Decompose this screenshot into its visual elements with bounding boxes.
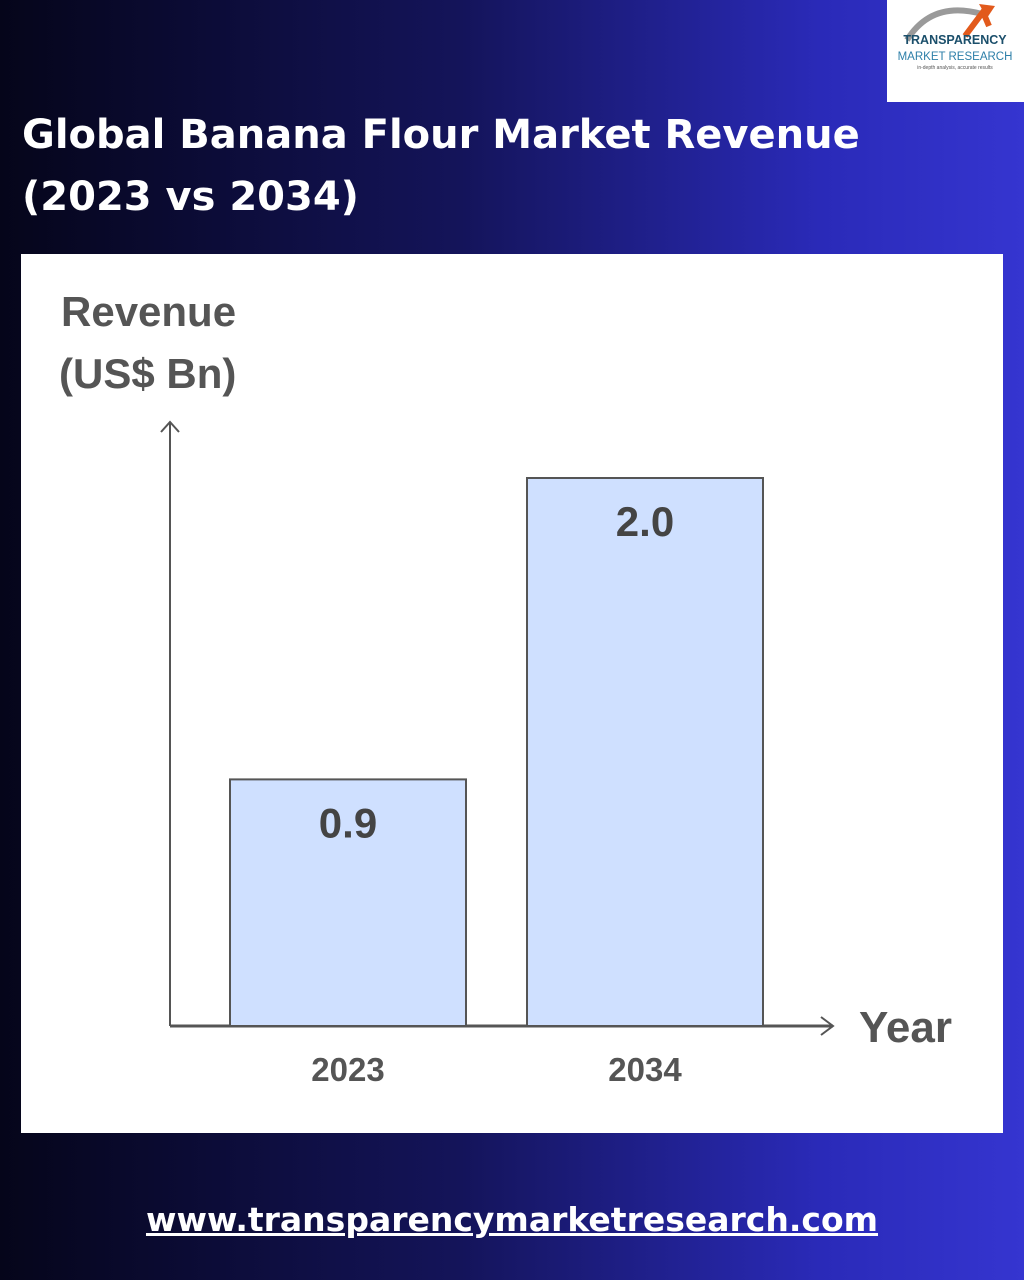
page-title: Global Banana Flour Market Revenue (2023…	[22, 104, 902, 228]
brand-sub: MARKET RESEARCH	[898, 51, 1013, 63]
logo-swoosh	[904, 7, 983, 42]
bar-2023	[229, 778, 467, 1028]
x-tick-label-2023: 2023	[311, 1051, 384, 1088]
title-line-1: Global Banana Flour Market Revenue	[22, 112, 860, 158]
website-link[interactable]: www.transparencymarketresearch.com	[145, 1200, 879, 1239]
x-axis-arrow-icon	[820, 1016, 835, 1036]
title-line-2: (2023 vs 2034)	[22, 174, 359, 220]
data-label-2023: 0.9	[319, 799, 377, 846]
brand-logo: TRANSPARENCY MARKET RESEARCH in-depth an…	[887, 0, 1024, 102]
logo-graphic: TRANSPARENCY MARKET RESEARCH in-depth an…	[898, 4, 1013, 71]
logo-arrow-head-icon	[979, 4, 995, 18]
logo-arrow-icon	[962, 6, 992, 38]
x-tick-label-2034: 2034	[608, 1051, 682, 1088]
y-axis-label-line-1: Revenue	[61, 288, 236, 335]
bars-layer: 0.9 2023 2.0 2034	[229, 477, 764, 1088]
brand-name: TRANSPARENCY	[903, 33, 1007, 47]
data-label-2034: 2.0	[616, 498, 674, 545]
bar-chart: Revenue (US$ Bn) Year 0.9 2023 2.0 2034	[59, 288, 952, 1088]
brand-tagline: in-depth analysis, accurate results	[917, 65, 993, 71]
x-axis-label: Year	[859, 1003, 952, 1052]
y-axis-arrow-icon	[160, 420, 180, 433]
chart-panel: Revenue (US$ Bn) Year 0.9 2023 2.0 2034	[21, 254, 1003, 1133]
bar-2034	[526, 477, 764, 1027]
y-axis-label-line-2: (US$ Bn)	[59, 350, 236, 397]
